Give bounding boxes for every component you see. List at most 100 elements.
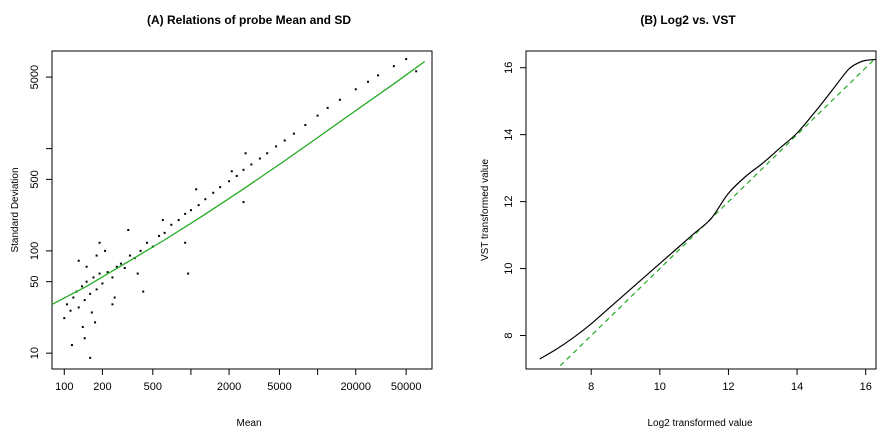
x-tick-label: 500 — [144, 381, 162, 393]
data-point — [65, 303, 68, 306]
data-point — [94, 321, 97, 324]
x-tick-label: 100 — [55, 381, 73, 393]
x-tick-label: 2000 — [217, 381, 241, 393]
y-tick-label: 10 — [503, 262, 515, 274]
x-tick-label: 5000 — [267, 381, 291, 393]
data-point — [146, 241, 149, 244]
x-tick-label: 200 — [93, 381, 111, 393]
data-point — [123, 267, 126, 270]
data-point — [266, 152, 269, 155]
y-tick-label: 14 — [503, 129, 515, 141]
data-point — [83, 337, 86, 340]
data-point — [177, 219, 180, 222]
data-point — [235, 174, 238, 177]
data-point — [95, 254, 98, 257]
x-tick-label: 20000 — [340, 381, 371, 393]
y-tick-label: 5000 — [29, 65, 41, 89]
data-point — [136, 272, 139, 275]
panel-a-x-axis: 100 200 500 2000 5000 20000 50000 — [55, 369, 421, 393]
data-point — [98, 241, 101, 244]
y-tick-label: 8 — [503, 332, 515, 338]
data-point — [106, 271, 109, 274]
y-tick-label: 12 — [503, 196, 515, 208]
panel-a-points — [63, 58, 418, 359]
data-point — [283, 139, 286, 142]
panel-a-y-axis-label: Standard Deviation — [10, 167, 21, 252]
data-point — [115, 265, 118, 268]
data-point — [244, 152, 247, 155]
data-point — [69, 309, 72, 312]
data-point — [111, 303, 114, 306]
data-point — [161, 219, 164, 222]
data-point — [98, 272, 101, 275]
data-point — [415, 70, 418, 73]
data-point — [197, 204, 200, 207]
data-point — [80, 285, 83, 288]
y-tick-label: 50 — [29, 276, 41, 288]
data-point — [77, 306, 80, 309]
y-tick-label: 16 — [503, 62, 515, 74]
data-point — [81, 326, 84, 329]
data-point — [189, 209, 192, 212]
data-point — [128, 254, 131, 257]
data-point — [258, 157, 261, 160]
panel-b-y-axis-label: VST transformed value — [480, 159, 491, 262]
data-point — [104, 249, 107, 252]
data-point — [326, 106, 329, 109]
x-tick-label: 50000 — [391, 381, 422, 393]
data-point — [392, 65, 395, 68]
panel-a-title: (A) Relations of probe Mean and SD — [147, 13, 351, 27]
data-point — [230, 170, 233, 173]
data-point — [184, 241, 187, 244]
data-point — [228, 180, 231, 183]
panel-b-identity-line — [559, 57, 877, 367]
panel-a: (A) Relations of probe Mean and SD 100 20… — [10, 13, 433, 429]
data-point — [304, 124, 307, 127]
data-point — [90, 311, 93, 314]
panel-b-y-axis: 8 10 12 14 16 — [503, 62, 526, 339]
data-point — [139, 249, 142, 252]
data-point — [89, 356, 92, 359]
data-point — [170, 223, 173, 226]
x-tick-label: 16 — [860, 381, 872, 393]
panel-a-plot-frame — [51, 50, 433, 370]
data-point — [405, 58, 408, 61]
panel-b: (B) Log2 vs. VST 8 10 12 14 16 8 10 12 14 16 Log… — [480, 13, 877, 429]
x-tick-label: 10 — [654, 381, 666, 393]
data-point — [204, 198, 207, 201]
data-point — [111, 276, 114, 279]
panel-b-vst-curve — [539, 58, 877, 360]
data-point — [242, 168, 245, 171]
panel-a-y-axis: 10 50 100 500 5000 — [29, 65, 52, 359]
data-point — [142, 290, 145, 293]
panel-b-x-axis: 8 10 12 14 16 — [588, 369, 872, 393]
data-point — [275, 145, 278, 148]
data-point — [127, 229, 130, 232]
data-point — [367, 80, 370, 83]
data-point — [163, 231, 166, 234]
data-point — [119, 262, 122, 265]
y-tick-label: 10 — [29, 347, 41, 359]
data-point — [354, 88, 357, 91]
x-tick-label: 8 — [588, 381, 594, 393]
data-point — [219, 186, 222, 189]
data-point — [184, 212, 187, 215]
data-point — [89, 292, 92, 295]
y-tick-label: 500 — [29, 170, 41, 188]
data-point — [316, 114, 319, 117]
data-point — [187, 272, 190, 275]
data-point — [195, 188, 198, 191]
data-point — [85, 280, 88, 283]
data-point — [83, 299, 86, 302]
data-point — [113, 296, 116, 299]
data-point — [250, 163, 253, 166]
data-point — [72, 296, 75, 299]
panel-b-x-axis-label: Log2 transformed value — [647, 418, 753, 429]
data-point — [101, 282, 104, 285]
data-point — [212, 191, 215, 194]
x-tick-label: 12 — [722, 381, 734, 393]
data-point — [158, 234, 161, 237]
y-tick-label: 100 — [29, 242, 41, 260]
panel-a-fit-line — [51, 60, 426, 305]
data-point — [92, 276, 95, 279]
